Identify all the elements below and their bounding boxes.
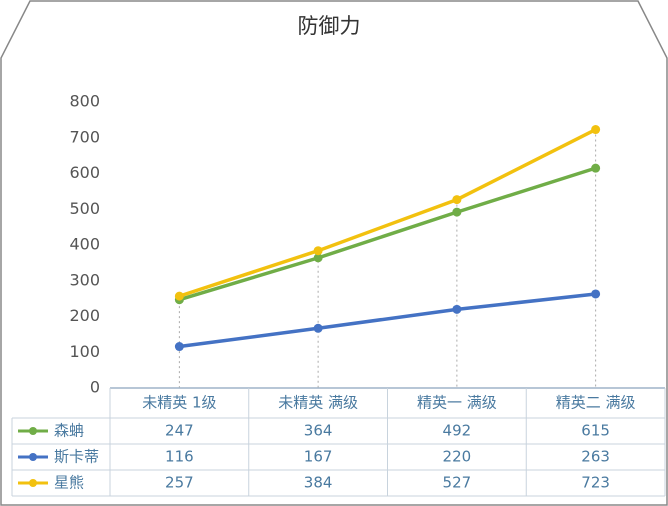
table-value: 247 (165, 422, 194, 440)
x-tick-label: 精英二 满级 (556, 394, 636, 412)
y-tick-label: 600 (69, 163, 100, 182)
table-value: 527 (443, 474, 472, 492)
table-value: 263 (581, 448, 610, 466)
point (591, 289, 601, 299)
x-tick-label: 精英一 满级 (417, 394, 497, 412)
series-line (178, 127, 597, 298)
series-line (178, 166, 597, 302)
table-value: 723 (581, 474, 610, 492)
point (313, 253, 323, 263)
legend-label: 森蚺 (54, 422, 84, 440)
legend-key-dot (29, 479, 37, 487)
table-value: 220 (443, 448, 472, 466)
y-tick-label: 0 (90, 378, 100, 397)
table-value: 615 (581, 422, 610, 440)
table-value: 384 (304, 474, 333, 492)
x-tick-label: 未精英 满级 (278, 394, 358, 412)
point (452, 304, 462, 314)
legend-key-dot (29, 453, 37, 461)
point (313, 246, 323, 256)
x-tick-label: 未精英 1级 (142, 394, 216, 412)
point (313, 323, 323, 333)
table-value: 116 (165, 448, 194, 466)
point (452, 207, 462, 217)
y-tick-label: 800 (69, 92, 100, 111)
chart-title: 防御力 (298, 14, 361, 38)
table-value: 364 (304, 422, 333, 440)
point (591, 125, 601, 135)
point (591, 163, 601, 173)
series-line (179, 292, 596, 349)
y-tick-label: 500 (69, 199, 100, 218)
legend-label: 星熊 (54, 474, 84, 492)
point (174, 291, 184, 301)
table-value: 492 (443, 422, 472, 440)
legend-label: 斯卡蒂 (54, 448, 99, 466)
y-tick-label: 400 (69, 235, 100, 254)
y-tick-label: 200 (69, 306, 100, 325)
y-tick-label: 100 (69, 342, 100, 361)
point (174, 342, 184, 352)
legend-key-dot (29, 427, 37, 435)
y-tick-label: 300 (69, 270, 100, 289)
y-tick-label: 700 (69, 127, 100, 146)
point (452, 195, 462, 205)
table-value: 257 (165, 474, 194, 492)
table-value: 167 (304, 448, 333, 466)
